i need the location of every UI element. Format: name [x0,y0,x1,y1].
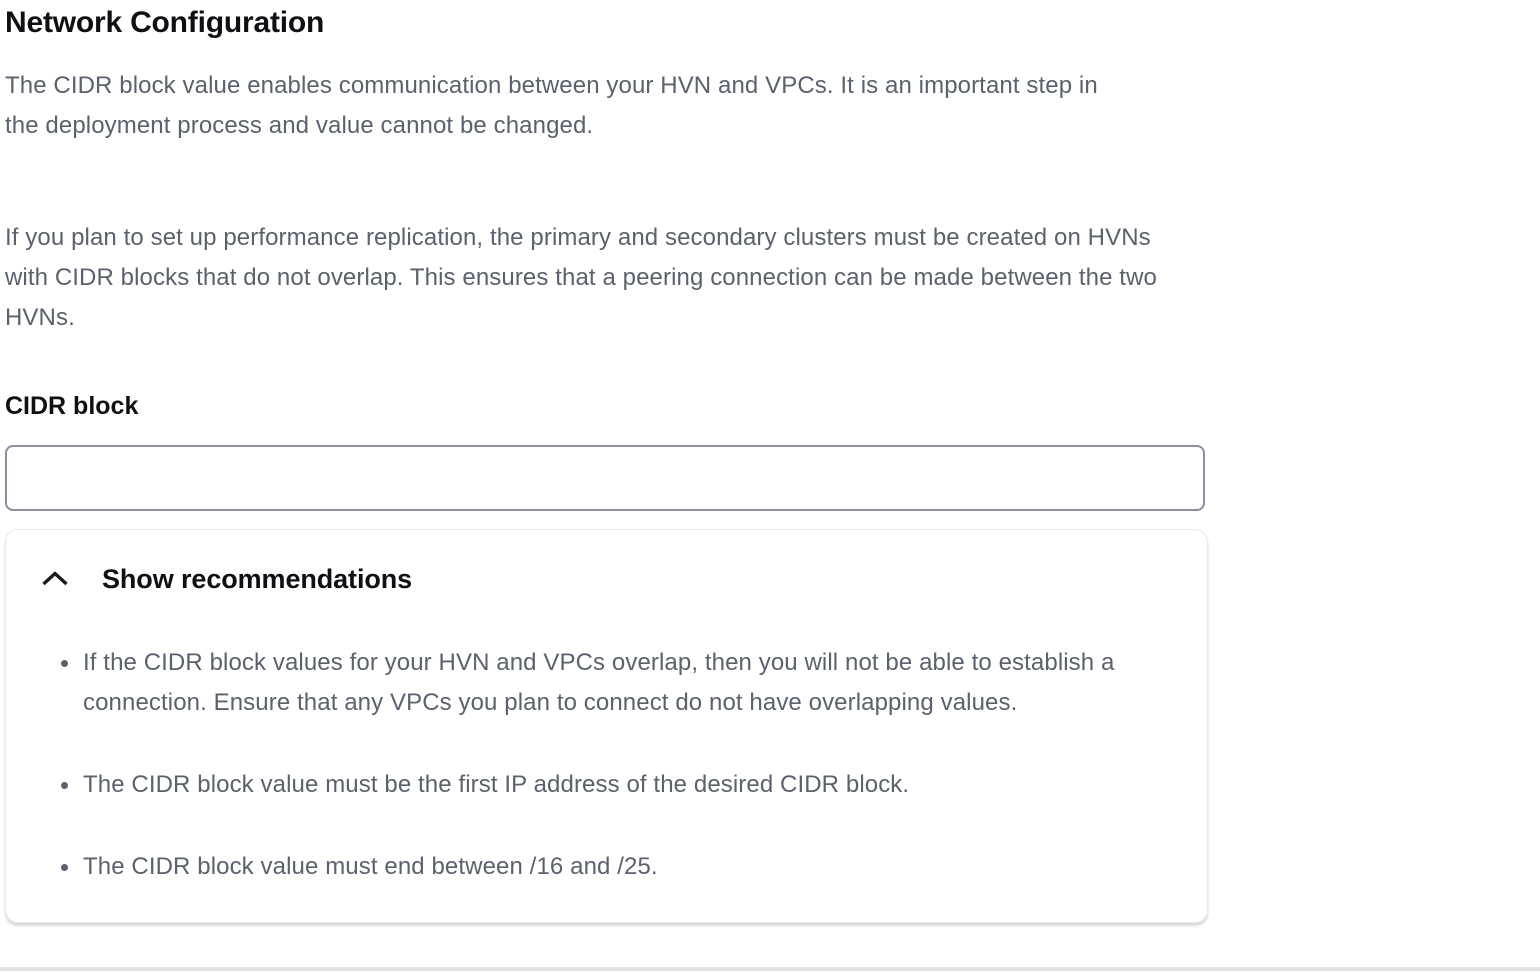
bottom-divider [0,967,1540,971]
recommendations-toggle-label: Show recommendations [102,564,413,594]
recommendations-toggle[interactable]: Show recommendations [41,563,412,595]
recommendation-item-text: The CIDR block value must end between /1… [83,853,658,880]
recommendations-card: Show recommendations If the CIDR block v… [5,529,1208,923]
recommendation-item: If the CIDR block values for your HVN an… [6,643,1146,723]
recommendation-item-text: If the CIDR block values for your HVN an… [83,649,1115,716]
cidr-block-input[interactable] [5,445,1205,511]
recommendations-list: If the CIDR block values for your HVN an… [6,643,1167,887]
chevron-up-icon [41,569,69,589]
intro-paragraph-2: If you plan to set up performance replic… [5,224,1157,331]
intro-paragraph-1: The CIDR block value enables communicati… [5,72,1098,139]
cidr-block-label: CIDR block [5,392,139,420]
recommendation-item: The CIDR block value must be the first I… [6,765,1146,805]
recommendation-item-text: The CIDR block value must be the first I… [83,771,910,798]
page-title: Network Configuration [5,6,325,39]
recommendation-item: The CIDR block value must end between /1… [6,847,1146,887]
